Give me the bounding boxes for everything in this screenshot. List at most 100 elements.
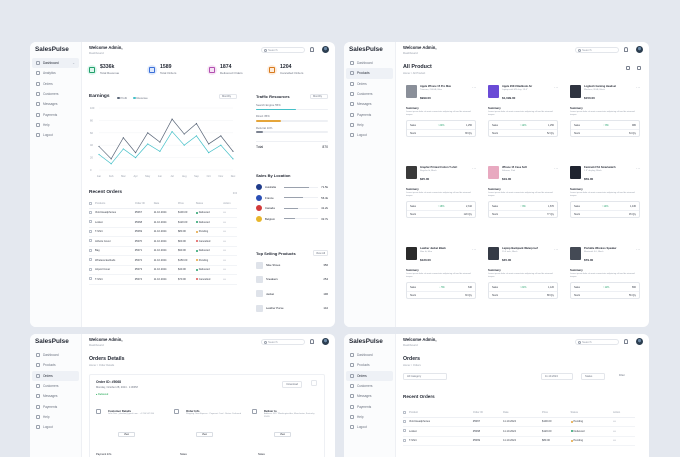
product-card[interactable]: Apple 2024 MacBook Air Laptop with M3 chi…: [485, 82, 561, 154]
list-item[interactable]: Jacket 196: [256, 287, 328, 301]
sidebar-item-customers[interactable]: Customers: [32, 381, 79, 391]
avatar[interactable]: [321, 337, 329, 345]
sidebar-item-orders[interactable]: Orders: [346, 79, 393, 89]
more-icon[interactable]: •••: [223, 208, 237, 218]
more-icon[interactable]: •••: [223, 274, 237, 285]
sidebar-item-help[interactable]: Help: [346, 120, 393, 130]
sidebar-item-payments[interactable]: Payments: [346, 401, 393, 411]
search-input[interactable]: Search: [261, 338, 305, 345]
more-icon[interactable]: •••: [232, 190, 237, 195]
list-item[interactable]: Sneakers 254: [256, 272, 328, 286]
row-checkbox[interactable]: [403, 436, 409, 446]
sidebar-item-help[interactable]: Help: [32, 120, 79, 130]
sidebar-item-dashboard[interactable]: Dashboard ⌄: [32, 58, 79, 69]
date-range-input[interactable]: 11.10.2024: [541, 373, 573, 380]
traffic-period-select[interactable]: Monthly: [310, 94, 328, 99]
row-checkbox[interactable]: [89, 236, 95, 247]
table-row[interactable]: Airpod Cover #5073 11.10.2024 $40.00 Deliver…: [89, 265, 237, 275]
more-icon[interactable]: •••: [613, 417, 635, 427]
product-card[interactable]: Graphic Printed Cotton T-shirt Regular fi…: [403, 163, 479, 235]
print-icon[interactable]: [311, 380, 317, 386]
row-checkbox[interactable]: [403, 426, 409, 437]
avatar[interactable]: [635, 337, 643, 345]
sidebar-item-dashboard[interactable]: Dashboard: [346, 58, 393, 68]
more-icon[interactable]: ⋯: [472, 166, 476, 171]
sidebar-item-products[interactable]: Products: [346, 360, 393, 370]
sidebar-item-customers[interactable]: Customers: [346, 381, 393, 391]
search-input[interactable]: Search: [575, 338, 619, 345]
more-icon[interactable]: •••: [613, 436, 635, 446]
sidebar-item-logout[interactable]: Logout: [32, 130, 79, 140]
more-icon[interactable]: ⋯: [554, 166, 558, 171]
grid-view-icon[interactable]: [637, 66, 641, 70]
table-row[interactable]: Locket #5068 11.10.2024 $120.00 Delivered •••: [403, 426, 635, 437]
bell-icon[interactable]: [624, 339, 628, 344]
sidebar-item-logout[interactable]: Logout: [32, 422, 79, 432]
sidebar-item-products[interactable]: Products: [32, 360, 79, 370]
sidebar-item-messages[interactable]: Messages: [32, 391, 79, 401]
search-input[interactable]: Search: [575, 46, 619, 53]
sidebar-item-orders[interactable]: Orders: [346, 370, 393, 381]
sidebar-item-payments[interactable]: Payments: [346, 109, 393, 119]
add-icon[interactable]: [626, 66, 630, 70]
more-icon[interactable]: •••: [223, 236, 237, 247]
product-card[interactable]: Leather Jacket Black Slim fit, Men $120.00…: [403, 244, 479, 316]
more-icon[interactable]: •••: [223, 227, 237, 237]
select-all-checkbox[interactable]: [403, 409, 409, 418]
category-select[interactable]: All Category: [403, 373, 447, 380]
more-icon[interactable]: •••: [223, 265, 237, 275]
earnings-period-select[interactable]: Monthly: [219, 94, 237, 99]
sidebar-item-orders[interactable]: Orders: [32, 79, 79, 89]
table-row[interactable]: T-Shirt #5074 11.10.2024 $70.00 Cancelled •••: [89, 274, 237, 285]
view-button[interactable]: View: [196, 432, 213, 437]
view-button[interactable]: View: [274, 432, 291, 437]
status-select[interactable]: Status: [581, 373, 605, 380]
download-button[interactable]: Download: [282, 381, 302, 388]
avatar[interactable]: [635, 45, 643, 53]
filter-button[interactable]: Filter: [619, 374, 625, 377]
sidebar-item-logout[interactable]: Logout: [346, 130, 393, 140]
more-icon[interactable]: •••: [223, 255, 237, 266]
row-checkbox[interactable]: [89, 255, 95, 266]
sidebar-item-dashboard[interactable]: Dashboard: [346, 350, 393, 360]
more-icon[interactable]: ⋯: [472, 85, 476, 90]
list-item[interactable]: Leather Purse 142: [256, 301, 328, 315]
sidebar-item-customers[interactable]: Customers: [32, 89, 79, 99]
list-item[interactable]: Nike Shoes 356: [256, 258, 328, 272]
more-icon[interactable]: ⋯: [554, 247, 558, 252]
product-card[interactable]: Apple iPhone 15 Pro Max Titanium, 256GB, …: [403, 82, 479, 154]
more-icon[interactable]: •••: [223, 246, 237, 256]
view-button[interactable]: View: [118, 432, 135, 437]
table-row[interactable]: Bag #5071 11.10.2024 $90.00 Delivered •••: [89, 246, 237, 256]
more-icon[interactable]: ⋯: [636, 166, 640, 171]
sidebar-item-analytics[interactable]: Analytics: [32, 68, 79, 78]
sidebar-item-customers[interactable]: Customers: [346, 89, 393, 99]
bell-icon[interactable]: [310, 47, 314, 52]
more-icon[interactable]: ⋯: [472, 247, 476, 252]
sidebar-item-dashboard[interactable]: Dashboard: [32, 350, 79, 360]
product-card[interactable]: Logitech Gaming Headset Wireless, RGB, Bl…: [567, 82, 643, 154]
bell-icon[interactable]: [624, 47, 628, 52]
table-row[interactable]: T-Shirt #5069 11.10.2024 $80.00 Pending •••: [403, 436, 635, 446]
more-icon[interactable]: •••: [223, 217, 237, 228]
table-row[interactable]: Airbots Cover #5070 11.10.2024 $60.00 Cancel…: [89, 236, 237, 247]
more-icon[interactable]: ⋯: [554, 85, 558, 90]
search-input[interactable]: Search: [261, 46, 305, 53]
product-card[interactable]: Portable Wireless Speaker Bluetooth 5.0, …: [567, 244, 643, 316]
sidebar-item-messages[interactable]: Messages: [346, 391, 393, 401]
more-icon[interactable]: •••: [613, 426, 635, 437]
sidebar-item-logout[interactable]: Logout: [346, 422, 393, 432]
product-card[interactable]: iPhone 15 Case Soft Silicone, Pink $19.00 ⋯…: [485, 163, 561, 235]
table-row[interactable]: T-Shirt #5069 11.10.2024 $80.00 Pending •••: [89, 227, 237, 237]
table-row[interactable]: Locket #5068 11.10.2024 $120.00 Delivered •••: [89, 217, 237, 228]
sidebar-item-products[interactable]: Products: [346, 68, 393, 79]
sidebar-item-help[interactable]: Help: [32, 412, 79, 422]
select-all-checkbox[interactable]: [89, 200, 95, 209]
row-checkbox[interactable]: [89, 265, 95, 275]
product-card[interactable]: Laptop Backpack Waterproof 15.6 inch, Bla…: [485, 244, 561, 316]
sidebar-item-help[interactable]: Help: [346, 412, 393, 422]
table-row[interactable]: Vivid Headphones #5067 11.10.2024 $100.00 De…: [89, 208, 237, 218]
sidebar-item-payments[interactable]: Payments: [32, 401, 79, 411]
row-checkbox[interactable]: [89, 208, 95, 218]
row-checkbox[interactable]: [89, 274, 95, 285]
